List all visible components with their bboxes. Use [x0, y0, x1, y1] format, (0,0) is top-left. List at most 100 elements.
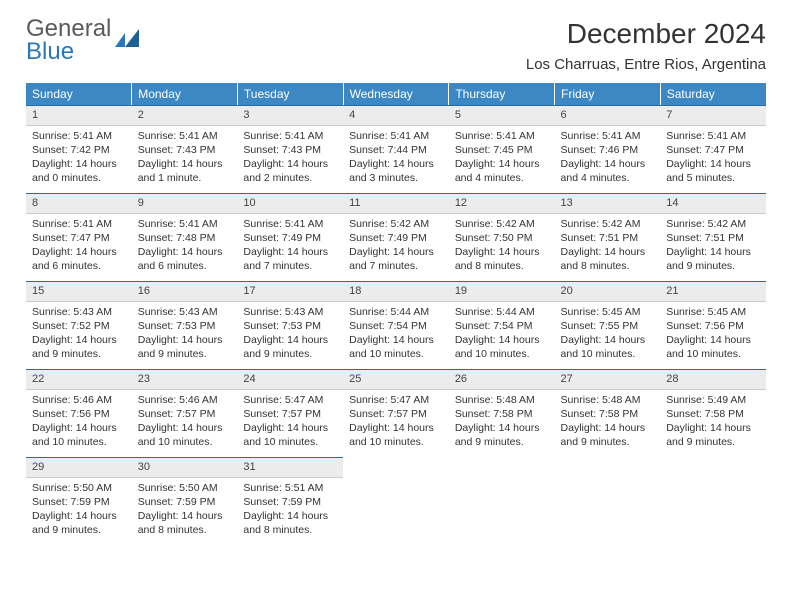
day-number: 23	[132, 369, 238, 390]
day-number: 22	[26, 369, 132, 390]
day-body: Sunrise: 5:45 AMSunset: 7:55 PMDaylight:…	[555, 302, 661, 368]
calendar-table: Sunday Monday Tuesday Wednesday Thursday…	[26, 83, 766, 545]
day-number: 20	[555, 281, 661, 302]
daylight-text: Daylight: 14 hours and 7 minutes.	[243, 245, 337, 273]
day-body: Sunrise: 5:41 AMSunset: 7:47 PMDaylight:…	[26, 214, 132, 280]
day-number: 17	[237, 281, 343, 302]
sunset-text: Sunset: 7:58 PM	[666, 407, 760, 421]
daylight-text: Daylight: 14 hours and 0 minutes.	[32, 157, 126, 185]
calendar-week-row: 15Sunrise: 5:43 AMSunset: 7:52 PMDayligh…	[26, 281, 766, 369]
logo-icon	[115, 29, 143, 54]
day-number: 12	[449, 193, 555, 214]
sunrise-text: Sunrise: 5:51 AM	[243, 481, 337, 495]
day-number: 9	[132, 193, 238, 214]
day-body: Sunrise: 5:41 AMSunset: 7:49 PMDaylight:…	[237, 214, 343, 280]
weekday-header: Sunday	[26, 83, 132, 105]
daylight-text: Daylight: 14 hours and 9 minutes.	[32, 509, 126, 537]
daylight-text: Daylight: 14 hours and 5 minutes.	[666, 157, 760, 185]
calendar-day-cell: 7Sunrise: 5:41 AMSunset: 7:47 PMDaylight…	[660, 105, 766, 193]
weekday-header-row: Sunday Monday Tuesday Wednesday Thursday…	[26, 83, 766, 105]
calendar-day-cell: 8Sunrise: 5:41 AMSunset: 7:47 PMDaylight…	[26, 193, 132, 281]
calendar-day-cell	[343, 457, 449, 545]
calendar-day-cell: 30Sunrise: 5:50 AMSunset: 7:59 PMDayligh…	[132, 457, 238, 545]
sunset-text: Sunset: 7:49 PM	[349, 231, 443, 245]
sunrise-text: Sunrise: 5:42 AM	[455, 217, 549, 231]
day-number: 18	[343, 281, 449, 302]
day-number: 19	[449, 281, 555, 302]
sunset-text: Sunset: 7:44 PM	[349, 143, 443, 157]
sunrise-text: Sunrise: 5:42 AM	[349, 217, 443, 231]
calendar-week-row: 22Sunrise: 5:46 AMSunset: 7:56 PMDayligh…	[26, 369, 766, 457]
daylight-text: Daylight: 14 hours and 6 minutes.	[32, 245, 126, 273]
brand-logo: General Blue	[26, 18, 143, 64]
calendar-day-cell: 25Sunrise: 5:47 AMSunset: 7:57 PMDayligh…	[343, 369, 449, 457]
daylight-text: Daylight: 14 hours and 9 minutes.	[138, 333, 232, 361]
day-number: 8	[26, 193, 132, 214]
daylight-text: Daylight: 14 hours and 10 minutes.	[138, 421, 232, 449]
sunset-text: Sunset: 7:59 PM	[32, 495, 126, 509]
sunrise-text: Sunrise: 5:45 AM	[561, 305, 655, 319]
calendar-day-cell	[449, 457, 555, 545]
calendar-week-row: 1Sunrise: 5:41 AMSunset: 7:42 PMDaylight…	[26, 105, 766, 193]
day-body: Sunrise: 5:47 AMSunset: 7:57 PMDaylight:…	[343, 390, 449, 456]
calendar-day-cell: 17Sunrise: 5:43 AMSunset: 7:53 PMDayligh…	[237, 281, 343, 369]
brand-bottom-text: Blue	[26, 41, 111, 64]
daylight-text: Daylight: 14 hours and 9 minutes.	[666, 245, 760, 273]
sunrise-text: Sunrise: 5:41 AM	[243, 129, 337, 143]
day-body: Sunrise: 5:41 AMSunset: 7:46 PMDaylight:…	[555, 126, 661, 192]
sunset-text: Sunset: 7:53 PM	[243, 319, 337, 333]
day-number: 21	[660, 281, 766, 302]
daylight-text: Daylight: 14 hours and 10 minutes.	[32, 421, 126, 449]
calendar-day-cell: 15Sunrise: 5:43 AMSunset: 7:52 PMDayligh…	[26, 281, 132, 369]
sunrise-text: Sunrise: 5:48 AM	[561, 393, 655, 407]
sunrise-text: Sunrise: 5:41 AM	[138, 129, 232, 143]
daylight-text: Daylight: 14 hours and 8 minutes.	[243, 509, 337, 537]
day-number: 5	[449, 105, 555, 126]
day-body: Sunrise: 5:50 AMSunset: 7:59 PMDaylight:…	[132, 478, 238, 544]
sunrise-text: Sunrise: 5:42 AM	[666, 217, 760, 231]
calendar-day-cell: 2Sunrise: 5:41 AMSunset: 7:43 PMDaylight…	[132, 105, 238, 193]
sunset-text: Sunset: 7:42 PM	[32, 143, 126, 157]
calendar-day-cell: 4Sunrise: 5:41 AMSunset: 7:44 PMDaylight…	[343, 105, 449, 193]
daylight-text: Daylight: 14 hours and 9 minutes.	[243, 333, 337, 361]
sunrise-text: Sunrise: 5:44 AM	[455, 305, 549, 319]
sunrise-text: Sunrise: 5:41 AM	[349, 129, 443, 143]
daylight-text: Daylight: 14 hours and 8 minutes.	[138, 509, 232, 537]
calendar-day-cell: 27Sunrise: 5:48 AMSunset: 7:58 PMDayligh…	[555, 369, 661, 457]
daylight-text: Daylight: 14 hours and 7 minutes.	[349, 245, 443, 273]
calendar-day-cell: 26Sunrise: 5:48 AMSunset: 7:58 PMDayligh…	[449, 369, 555, 457]
sunrise-text: Sunrise: 5:41 AM	[32, 217, 126, 231]
sunrise-text: Sunrise: 5:44 AM	[349, 305, 443, 319]
sunset-text: Sunset: 7:47 PM	[32, 231, 126, 245]
day-body: Sunrise: 5:42 AMSunset: 7:51 PMDaylight:…	[555, 214, 661, 280]
sunset-text: Sunset: 7:59 PM	[138, 495, 232, 509]
daylight-text: Daylight: 14 hours and 10 minutes.	[349, 421, 443, 449]
calendar-day-cell: 1Sunrise: 5:41 AMSunset: 7:42 PMDaylight…	[26, 105, 132, 193]
day-number: 13	[555, 193, 661, 214]
calendar-day-cell: 29Sunrise: 5:50 AMSunset: 7:59 PMDayligh…	[26, 457, 132, 545]
sunset-text: Sunset: 7:50 PM	[455, 231, 549, 245]
calendar-day-cell: 31Sunrise: 5:51 AMSunset: 7:59 PMDayligh…	[237, 457, 343, 545]
sunset-text: Sunset: 7:51 PM	[561, 231, 655, 245]
sunrise-text: Sunrise: 5:46 AM	[32, 393, 126, 407]
sunrise-text: Sunrise: 5:41 AM	[455, 129, 549, 143]
calendar-day-cell: 19Sunrise: 5:44 AMSunset: 7:54 PMDayligh…	[449, 281, 555, 369]
day-number: 25	[343, 369, 449, 390]
day-number: 15	[26, 281, 132, 302]
calendar-day-cell: 11Sunrise: 5:42 AMSunset: 7:49 PMDayligh…	[343, 193, 449, 281]
sunset-text: Sunset: 7:53 PM	[138, 319, 232, 333]
daylight-text: Daylight: 14 hours and 4 minutes.	[455, 157, 549, 185]
day-body: Sunrise: 5:42 AMSunset: 7:50 PMDaylight:…	[449, 214, 555, 280]
calendar-day-cell: 28Sunrise: 5:49 AMSunset: 7:58 PMDayligh…	[660, 369, 766, 457]
weekday-header: Thursday	[449, 83, 555, 105]
weekday-header: Tuesday	[237, 83, 343, 105]
sunrise-text: Sunrise: 5:48 AM	[455, 393, 549, 407]
daylight-text: Daylight: 14 hours and 10 minutes.	[666, 333, 760, 361]
sunrise-text: Sunrise: 5:41 AM	[561, 129, 655, 143]
day-number: 28	[660, 369, 766, 390]
sunrise-text: Sunrise: 5:41 AM	[666, 129, 760, 143]
calendar-day-cell: 13Sunrise: 5:42 AMSunset: 7:51 PMDayligh…	[555, 193, 661, 281]
day-body: Sunrise: 5:41 AMSunset: 7:43 PMDaylight:…	[132, 126, 238, 192]
day-body: Sunrise: 5:41 AMSunset: 7:48 PMDaylight:…	[132, 214, 238, 280]
sunset-text: Sunset: 7:48 PM	[138, 231, 232, 245]
